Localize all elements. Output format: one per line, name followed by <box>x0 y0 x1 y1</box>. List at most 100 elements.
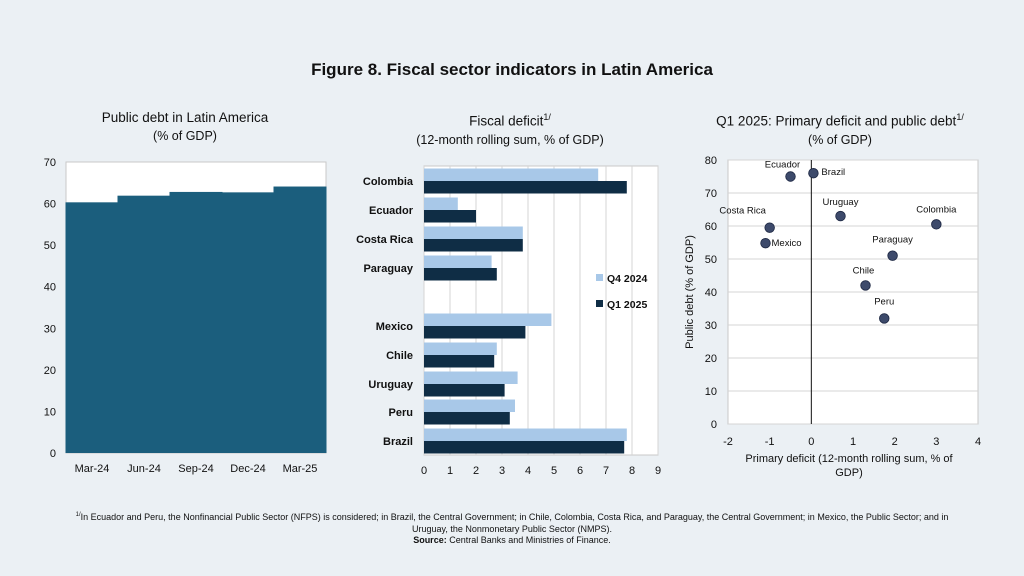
debt-bar <box>273 186 327 453</box>
deficit-bar <box>424 371 518 384</box>
deficit-chart-title-superscript: 1/ <box>543 112 551 122</box>
scatter-point-label: Chile <box>853 265 875 276</box>
deficit-bar <box>424 355 495 368</box>
deficit-category-label: Ecuador <box>369 205 414 217</box>
deficit-bar <box>424 342 497 355</box>
scatter-y-tick-label: 20 <box>705 353 717 365</box>
scatter-y-tick-label: 80 <box>705 155 717 167</box>
deficit-bar <box>424 441 625 454</box>
debt-chart-title-block: Public debt in Latin America (% of GDP) <box>60 108 310 146</box>
deficit-bar <box>424 210 476 223</box>
debt-x-tick-label: Mar-24 <box>75 463 110 475</box>
scatter-chart-title-superscript: 1/ <box>956 112 964 122</box>
scatter-point <box>764 222 775 233</box>
deficit-bar <box>424 255 492 268</box>
scatter-point-label: Costa Rica <box>719 206 766 217</box>
debt-y-tick-label: 0 <box>50 448 56 460</box>
scatter-y-axis-label: Public debt (% of GDP) <box>684 235 696 349</box>
legend-swatch <box>596 300 603 307</box>
scatter-y-tick-label: 10 <box>705 386 717 398</box>
figure-title: Figure 8. Fiscal sector indicators in La… <box>311 60 713 79</box>
debt-x-tick-label: Dec-24 <box>230 463 265 475</box>
deficit-x-tick-label: 5 <box>551 465 557 477</box>
scatter-point <box>808 167 819 179</box>
debt-bar <box>221 192 275 453</box>
deficit-x-tick-label: 6 <box>577 465 583 477</box>
deficit-category-label: Paraguay <box>363 263 413 275</box>
deficit-x-tick-label: 1 <box>447 465 453 477</box>
deficit-bar <box>424 181 627 194</box>
deficit-x-tick-label: 8 <box>629 465 635 477</box>
debt-x-tick-label: Sep-24 <box>178 463 213 475</box>
legend-swatch <box>596 274 603 281</box>
deficit-category-label: Brazil <box>383 436 413 448</box>
scatter-y-tick-label: 30 <box>705 320 717 332</box>
debt-bar <box>65 202 119 453</box>
debt-y-tick-label: 70 <box>44 157 56 169</box>
debt-y-tick-label: 30 <box>44 323 56 335</box>
deficit-bar <box>424 412 510 425</box>
deficit-bar <box>424 313 552 326</box>
scatter-point <box>887 250 898 261</box>
debt-x-tick-label: Mar-25 <box>283 463 318 475</box>
deficit-chart-title: Fiscal deficit <box>469 113 544 129</box>
scatter-point <box>860 280 871 291</box>
scatter-x-tick-label: 0 <box>808 436 814 448</box>
deficit-x-tick-label: 9 <box>655 465 661 477</box>
debt-y-tick-label: 20 <box>44 365 56 377</box>
scatter-x-tick-label: -1 <box>765 436 775 448</box>
deficit-category-label: Costa Rica <box>356 234 414 246</box>
debt-y-tick-label: 50 <box>44 240 56 252</box>
deficit-bar <box>424 384 505 397</box>
scatter-chart-subtitle: (% of GDP) <box>808 132 872 147</box>
deficit-x-tick-label: 3 <box>499 465 505 477</box>
footnote: 1/In Ecuador and Peru, the Nonfinancial … <box>70 510 954 547</box>
scatter-point <box>931 219 942 230</box>
scatter-x-tick-label: 4 <box>975 436 981 448</box>
deficit-x-tick-label: 0 <box>421 465 427 477</box>
deficit-category-label: Mexico <box>376 321 414 333</box>
scatter-y-tick-label: 60 <box>705 221 717 233</box>
source-text: Central Banks and Ministries of Finance. <box>449 535 611 545</box>
scatter-x-tick-label: 1 <box>850 436 856 448</box>
legend-label: Q1 2025 <box>607 299 647 311</box>
deficit-bar <box>424 197 458 210</box>
deficit-chart-subtitle: (12-month rolling sum, % of GDP) <box>416 132 604 147</box>
scatter-y-tick-label: 70 <box>705 188 717 200</box>
scatter-x-tick-label: 2 <box>892 436 898 448</box>
deficit-category-label: Uruguay <box>368 379 414 391</box>
deficit-bar <box>424 399 515 412</box>
debt-chart-subtitle: (% of GDP) <box>153 129 217 143</box>
scatter-x-tick-label: 3 <box>933 436 939 448</box>
scatter-point-label: Peru <box>874 296 894 307</box>
scatter-point-label: Mexico <box>772 238 802 249</box>
deficit-category-label: Colombia <box>363 176 414 188</box>
debt-bar <box>169 191 223 453</box>
scatter-x-axis-label: Primary deficit (12-month rolling sum, %… <box>745 453 953 479</box>
deficit-bar <box>424 239 523 252</box>
debt-y-tick-label: 60 <box>44 199 56 211</box>
deficit-category-label: Chile <box>386 350 413 362</box>
deficit-bar <box>424 168 599 181</box>
scatter-point-label: Paraguay <box>872 235 913 246</box>
scatter-point-label: Ecuador <box>765 160 800 171</box>
scatter-point <box>760 237 771 249</box>
scatter-chart-title-block: Q1 2025: Primary deficit and public debt… <box>690 108 990 150</box>
deficit-bar <box>424 268 497 281</box>
scatter-point-label: Brazil <box>821 167 845 178</box>
debt-y-tick-label: 10 <box>44 406 56 418</box>
debt-y-tick-label: 40 <box>44 282 56 294</box>
debt-bar <box>117 195 171 453</box>
deficit-bar <box>424 428 627 441</box>
scatter-point <box>835 210 846 222</box>
deficit-chart-title-block: Fiscal deficit1/ (12-month rolling sum, … <box>380 108 640 150</box>
footnote-text: In Ecuador and Peru, the Nonfinancial Pu… <box>80 512 949 534</box>
scatter-x-tick-label: -2 <box>723 436 733 448</box>
scatter-y-tick-label: 50 <box>705 254 717 266</box>
deficit-x-tick-label: 4 <box>525 465 531 477</box>
deficit-x-tick-label: 2 <box>473 465 479 477</box>
scatter-y-tick-label: 0 <box>711 419 717 431</box>
scatter-point <box>785 171 796 182</box>
scatter-chart-title: Q1 2025: Primary deficit and public debt <box>716 113 957 129</box>
